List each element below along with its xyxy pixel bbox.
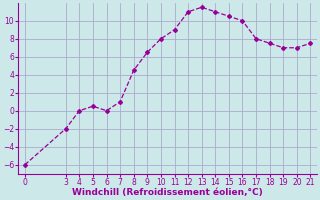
X-axis label: Windchill (Refroidissement éolien,°C): Windchill (Refroidissement éolien,°C): [72, 188, 263, 197]
